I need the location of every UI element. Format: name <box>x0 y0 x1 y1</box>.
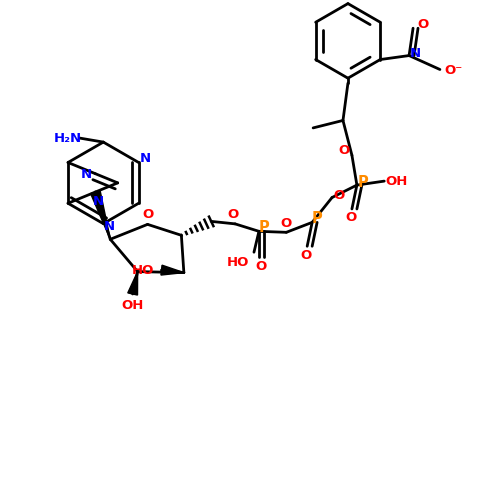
Text: N: N <box>104 220 116 232</box>
Polygon shape <box>90 190 110 240</box>
Text: O: O <box>280 217 292 230</box>
Text: O: O <box>256 260 267 272</box>
Text: HO: HO <box>132 264 154 276</box>
Text: O: O <box>142 208 153 221</box>
Text: O: O <box>346 212 356 224</box>
Text: O: O <box>418 18 428 30</box>
Text: OH: OH <box>122 299 144 312</box>
Text: H₂N: H₂N <box>54 132 82 144</box>
Text: N: N <box>92 196 104 208</box>
Text: P: P <box>312 211 322 226</box>
Text: OH: OH <box>386 174 408 188</box>
Text: O: O <box>334 188 345 202</box>
Text: N: N <box>140 152 150 165</box>
Text: HO: HO <box>227 256 249 268</box>
Text: N: N <box>81 168 92 181</box>
Text: P: P <box>258 220 270 235</box>
Text: O: O <box>300 248 312 262</box>
Text: P: P <box>358 175 368 190</box>
Text: N: N <box>410 46 420 60</box>
Polygon shape <box>161 265 184 275</box>
Text: O⁻: O⁻ <box>444 64 463 77</box>
Text: O: O <box>227 208 238 222</box>
Text: O: O <box>339 144 350 157</box>
Polygon shape <box>128 272 138 295</box>
